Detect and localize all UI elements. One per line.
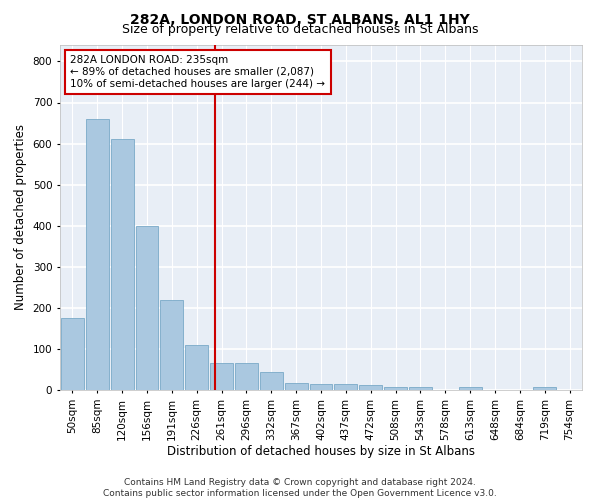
Bar (260, 372, 283, 390)
Bar (409, 386, 432, 390)
Bar (359, 385, 382, 390)
Bar (384, 386, 407, 390)
Text: Size of property relative to detached houses in St Albans: Size of property relative to detached ho… (122, 22, 478, 36)
Bar (235, 364, 258, 390)
Y-axis label: Number of detached properties: Number of detached properties (14, 124, 27, 310)
Bar (310, 384, 332, 390)
Text: 282A, LONDON ROAD, ST ALBANS, AL1 1HY: 282A, LONDON ROAD, ST ALBANS, AL1 1HY (130, 12, 470, 26)
X-axis label: Distribution of detached houses by size in St Albans: Distribution of detached houses by size … (167, 446, 475, 458)
Bar (61, 318, 84, 390)
Bar (533, 386, 556, 390)
Text: Contains HM Land Registry data © Crown copyright and database right 2024.
Contai: Contains HM Land Registry data © Crown c… (103, 478, 497, 498)
Bar (334, 384, 357, 390)
Text: 282A LONDON ROAD: 235sqm
← 89% of detached houses are smaller (2,087)
10% of sem: 282A LONDON ROAD: 235sqm ← 89% of detach… (70, 56, 325, 88)
Bar (185, 345, 208, 390)
Bar (210, 364, 233, 390)
Bar (136, 226, 158, 390)
Bar (111, 140, 134, 390)
Bar (160, 300, 183, 390)
Bar (285, 382, 308, 390)
Bar (86, 119, 109, 390)
Bar (459, 386, 482, 390)
